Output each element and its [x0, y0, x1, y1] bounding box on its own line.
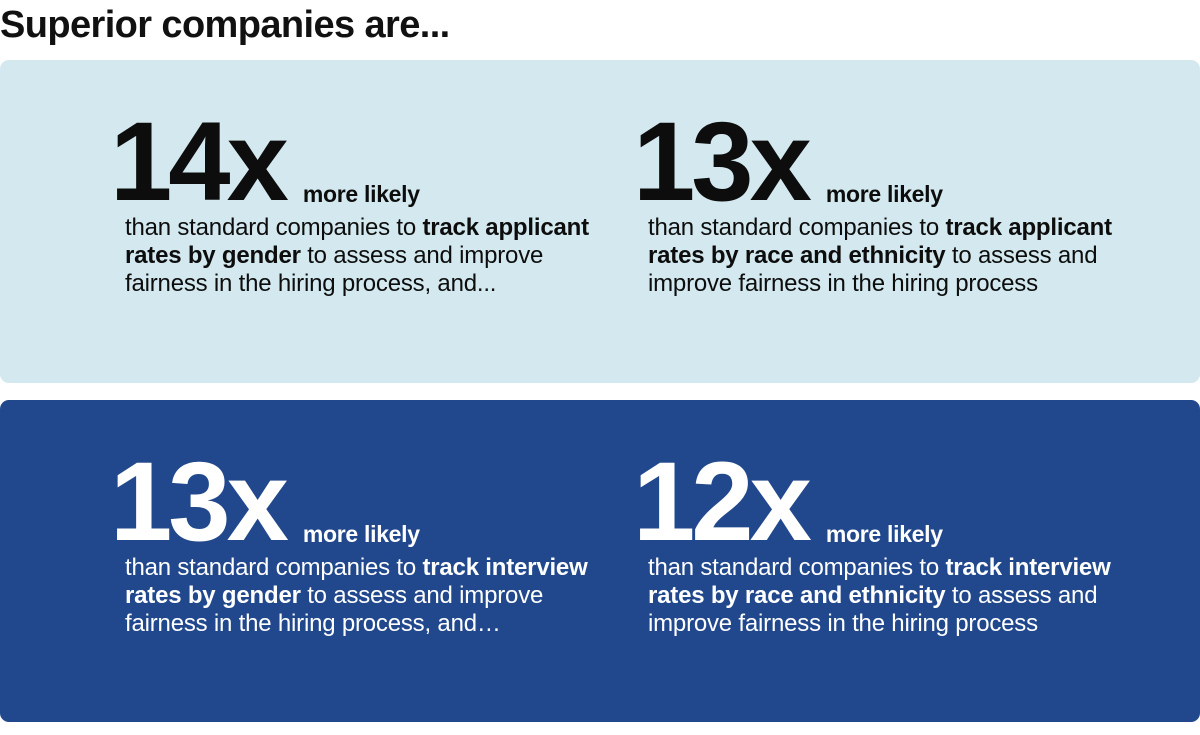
stat-suffix: more likely [302, 521, 420, 547]
stat-multiplier: 13x [633, 99, 812, 224]
stat-headline: 13x more likely [110, 439, 580, 564]
stat-description: than standard companies to track applica… [125, 214, 595, 298]
stat-interview-gender: 13x more likely than standard companies … [110, 439, 588, 638]
stat-suffix: more likely [825, 181, 943, 207]
stat-description: than standard companies to track intervi… [125, 554, 595, 638]
desc-bold: track interview rates by race and ethnic… [648, 554, 1111, 609]
stat-headline: 13x more likely [633, 99, 1103, 224]
desc-pre: than standard companies to [648, 214, 946, 241]
stat-multiplier: 14x [110, 99, 289, 224]
stat-description: than standard companies to track intervi… [648, 554, 1118, 638]
page-title: Superior companies are... [0, 4, 450, 46]
interview-rates-panel: 13x more likely than standard companies … [0, 400, 1200, 722]
stat-suffix: more likely [825, 521, 943, 547]
desc-bold: track applicant rates by race and ethnic… [648, 214, 1112, 269]
stat-applicant-gender: 14x more likely than standard companies … [110, 99, 589, 298]
stat-multiplier: 12x [633, 439, 812, 564]
desc-pre: than standard companies to [125, 554, 423, 581]
stat-description: than standard companies to track applica… [648, 214, 1118, 298]
stat-headline: 12x more likely [633, 439, 1103, 564]
stat-suffix: more likely [302, 181, 420, 207]
stat-applicant-race: 13x more likely than standard companies … [633, 99, 1112, 298]
stat-interview-race: 12x more likely than standard companies … [633, 439, 1111, 638]
stat-multiplier: 13x [110, 439, 289, 564]
stat-headline: 14x more likely [110, 99, 580, 224]
desc-post: to assess and improve fairness in the hi… [648, 582, 1098, 637]
desc-bold: track interview rates by gender [125, 554, 588, 609]
desc-post: to assess and improve fairness in the hi… [648, 242, 1098, 297]
desc-post: to assess and improve fairness in the hi… [125, 582, 544, 637]
desc-pre: than standard companies to [125, 214, 423, 241]
desc-pre: than standard companies to [648, 554, 946, 581]
desc-post: to assess and improve fairness in the hi… [125, 242, 544, 297]
applicant-rates-panel: 14x more likely than standard companies … [0, 60, 1200, 383]
desc-bold: track applicant rates by gender [125, 214, 589, 269]
